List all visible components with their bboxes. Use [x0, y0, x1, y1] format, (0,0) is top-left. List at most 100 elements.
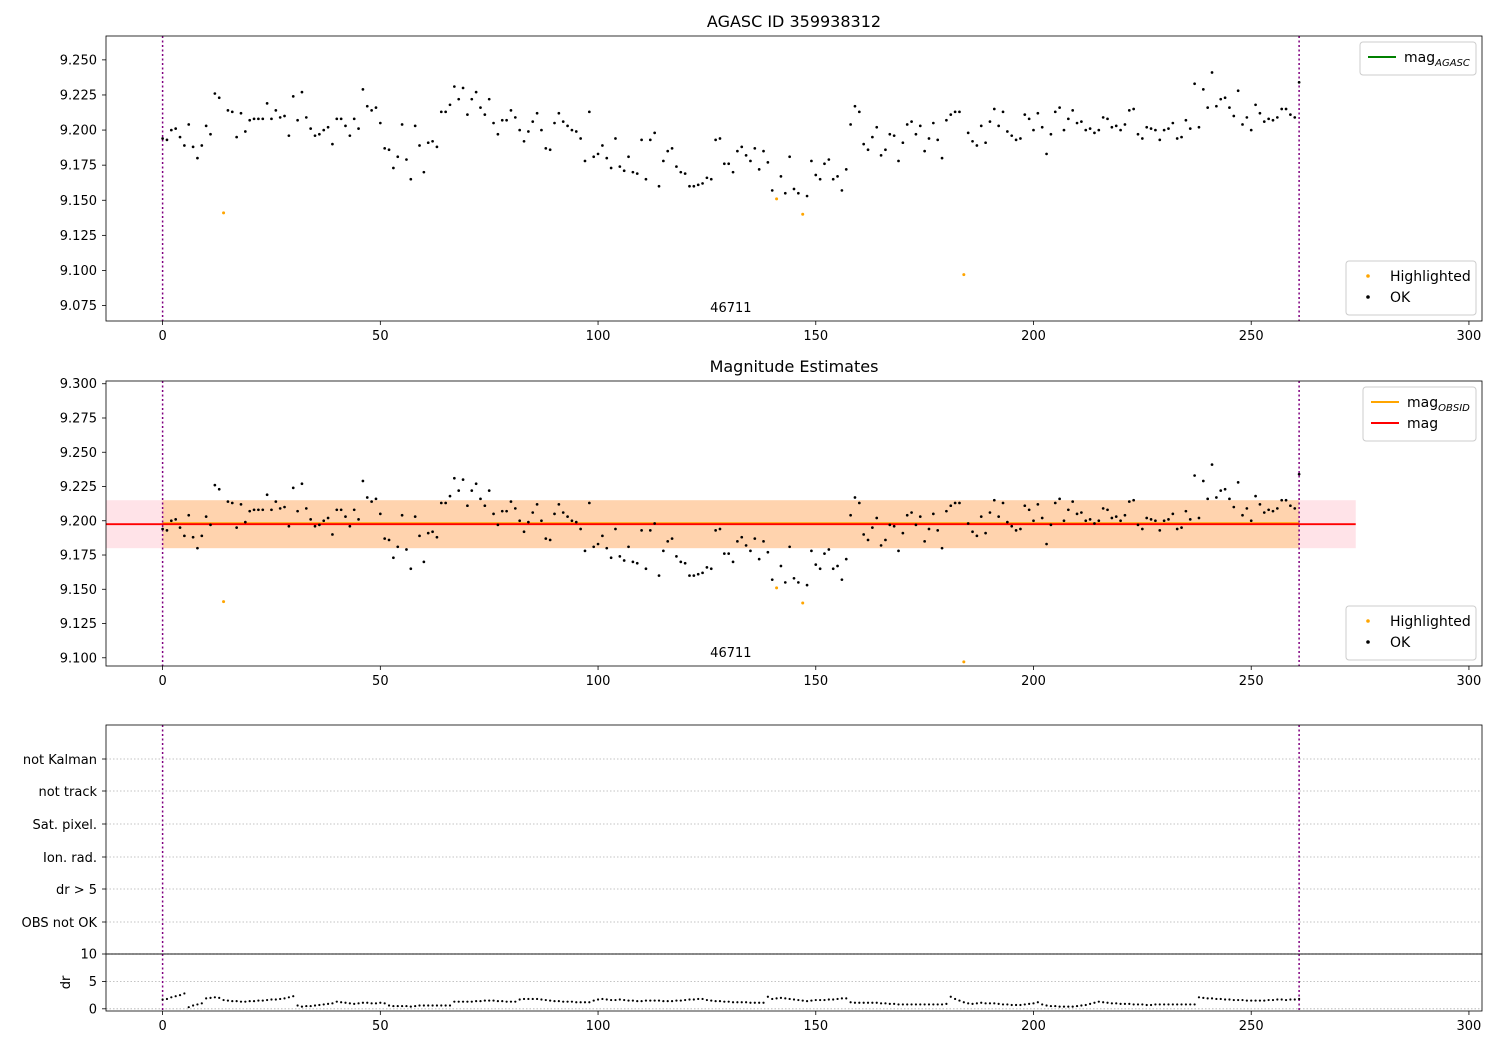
- ok-point: [1040, 516, 1044, 520]
- dr-point: [675, 999, 678, 1002]
- ok-point: [975, 144, 979, 147]
- ok-point: [1019, 527, 1022, 531]
- y-tick-label: 0: [89, 1002, 97, 1017]
- legend-label-main: OK: [1390, 635, 1411, 651]
- highlighted-point: [222, 211, 226, 215]
- dr-point: [392, 1004, 395, 1008]
- dr-point: [1054, 1004, 1057, 1008]
- ok-point: [953, 501, 957, 505]
- ok-point: [836, 564, 839, 568]
- ok-point: [500, 509, 504, 513]
- ok-point: [831, 177, 835, 181]
- ok-point: [635, 172, 639, 175]
- legend-label: magOBSID: [1407, 395, 1470, 414]
- ok-point: [1053, 110, 1057, 114]
- ok-point: [1132, 107, 1135, 111]
- dr-point: [605, 998, 608, 1001]
- ok-point: [988, 511, 992, 514]
- dr-point: [514, 1000, 517, 1003]
- ok-point: [757, 557, 761, 561]
- ok-point: [609, 166, 613, 170]
- dr-point: [614, 998, 617, 1002]
- plot-area: [106, 381, 1356, 666]
- dr-point: [457, 1000, 460, 1003]
- ok-point: [400, 513, 404, 517]
- ok-point: [840, 578, 844, 582]
- ok-point: [744, 153, 748, 157]
- ok-point: [165, 529, 169, 532]
- ok-point: [1254, 494, 1257, 498]
- ok-point: [670, 537, 674, 540]
- dr-point: [666, 1000, 669, 1003]
- dr-point: [174, 995, 177, 998]
- y-tick-label: 9.150: [60, 583, 97, 598]
- ok-point: [1171, 512, 1175, 516]
- dr-point: [448, 1004, 452, 1007]
- dr-point: [501, 1000, 504, 1003]
- dr-point: [649, 999, 652, 1002]
- dr-point: [832, 998, 835, 1001]
- ok-point: [1110, 125, 1114, 129]
- ok-point: [897, 549, 900, 553]
- dr-point: [1128, 1002, 1131, 1005]
- ok-point: [230, 501, 234, 505]
- legend-dot-marker: [1366, 295, 1370, 299]
- dr-point: [1254, 999, 1257, 1002]
- ok-point: [1127, 109, 1131, 112]
- dr-point: [670, 1000, 674, 1003]
- ok-point: [344, 124, 347, 128]
- y-tick-label: 10: [80, 948, 97, 963]
- ok-point: [265, 102, 269, 105]
- ok-point: [461, 478, 465, 482]
- ok-point: [657, 574, 661, 577]
- dr-point: [745, 1001, 748, 1004]
- ok-point: [1154, 519, 1157, 523]
- dr-point: [440, 1004, 443, 1007]
- y-tick-label: 9.150: [60, 194, 97, 209]
- ok-point: [370, 109, 373, 112]
- ok-point: [1193, 474, 1196, 477]
- ok-point: [339, 508, 343, 512]
- ok-point: [540, 128, 543, 132]
- obsid-label: 46711: [710, 301, 751, 316]
- ok-point: [339, 117, 343, 121]
- ok-point: [884, 538, 887, 542]
- dr-point: [475, 1000, 478, 1003]
- ok-point: [1101, 116, 1105, 119]
- x-tick-label: 50: [372, 1019, 389, 1034]
- ok-point: [1010, 524, 1014, 528]
- ok-point: [905, 513, 909, 517]
- dr-point: [923, 1003, 926, 1006]
- dr-point: [1036, 1001, 1039, 1004]
- ok-point: [574, 130, 578, 133]
- ok-point: [344, 515, 347, 518]
- dr-point: [1298, 997, 1301, 1001]
- dr-point: [1263, 999, 1266, 1002]
- ok-point: [1297, 80, 1301, 84]
- legend-frame: [1362, 386, 1477, 442]
- ok-point: [779, 175, 783, 178]
- ok-point: [226, 500, 230, 503]
- ok-point: [544, 146, 548, 150]
- legend-label-main: mag: [1407, 395, 1438, 411]
- ok-point: [1215, 496, 1218, 499]
- ok-point: [409, 177, 413, 181]
- ok-point: [731, 560, 735, 564]
- dr-point: [187, 1006, 190, 1009]
- ok-point: [174, 127, 178, 131]
- ok-point: [1206, 497, 1210, 501]
- ok-point: [300, 482, 304, 486]
- ok-point: [1006, 130, 1009, 133]
- dr-point: [178, 994, 182, 997]
- ok-point: [418, 144, 421, 147]
- ok-point: [191, 535, 195, 539]
- ok-point: [1262, 511, 1266, 514]
- obsid-label: 46711: [710, 646, 751, 661]
- ok-point: [1066, 508, 1070, 512]
- ok-point: [265, 493, 269, 497]
- ok-point: [753, 537, 757, 540]
- ok-point: [196, 546, 199, 550]
- ok-point: [1149, 518, 1153, 521]
- ok-point: [374, 106, 378, 109]
- ok-point: [505, 509, 508, 513]
